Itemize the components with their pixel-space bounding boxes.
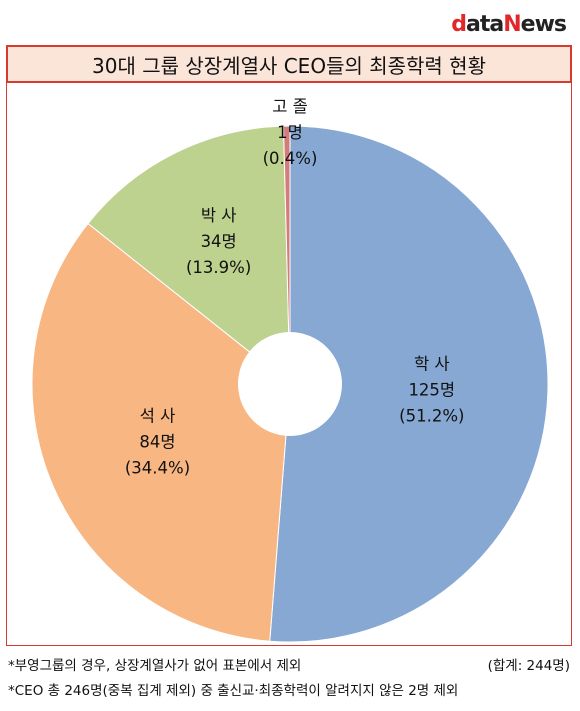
slice-label-percent: (51.2%): [399, 407, 464, 426]
logo-n: N: [503, 12, 521, 37]
slice-label-count: 34명: [201, 232, 237, 251]
chart-title-box: 30대 그룹 상장계열사 CEO들의 최종학력 현황: [6, 45, 572, 83]
slice-label-count: 84명: [139, 433, 175, 452]
footnote-exclusion: *부영그룹의 경우, 상장계열사가 없어 표본에서 제외: [8, 658, 302, 674]
total-count: (합계: 244명): [487, 658, 570, 674]
slice-label-percent: (0.4%): [263, 149, 318, 168]
chart-title: 30대 그룹 상장계열사 CEO들의 최종학력 현황: [92, 53, 486, 78]
pie-slice: [31, 222, 291, 642]
slice-label-percent: (34.4%): [125, 459, 190, 478]
slice-label-count: 1명: [277, 123, 303, 142]
pie-slice: [87, 125, 291, 386]
slice-label-count: 125명: [408, 381, 455, 400]
logo-d: d: [451, 12, 467, 37]
footnote-ceo-count: *CEO 총 246명(중복 집계 제외) 중 출신교·최종학력이 알려지지 않…: [8, 683, 459, 699]
datanews-logo: dataNews: [451, 12, 567, 37]
donut-hole: [238, 332, 342, 436]
logo-ews: ews: [520, 12, 567, 37]
logo-ata: ata: [466, 12, 504, 37]
slice-label-name: 학 사: [414, 355, 450, 374]
chart-frame: [6, 83, 572, 646]
slice-label-name: 석 사: [140, 407, 176, 426]
slice-label-name: 박 사: [201, 206, 237, 225]
pie-slice: [282, 125, 291, 385]
slice-label-name: 고 졸: [272, 97, 308, 116]
pie-slice: [269, 125, 549, 643]
slice-label-percent: (13.9%): [186, 258, 251, 277]
